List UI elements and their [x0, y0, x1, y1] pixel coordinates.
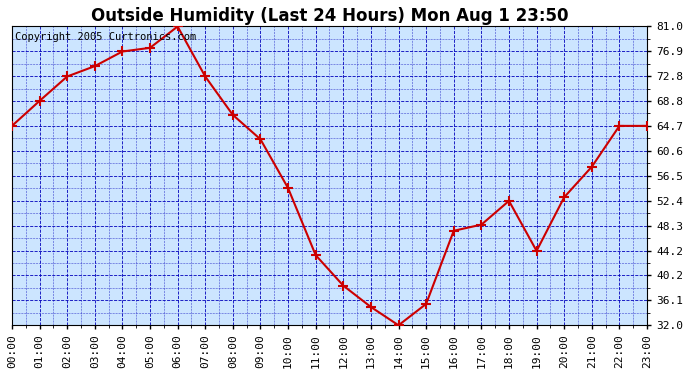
Text: Copyright 2005 Curtronics.com: Copyright 2005 Curtronics.com	[15, 33, 197, 42]
Title: Outside Humidity (Last 24 Hours) Mon Aug 1 23:50: Outside Humidity (Last 24 Hours) Mon Aug…	[91, 7, 569, 25]
